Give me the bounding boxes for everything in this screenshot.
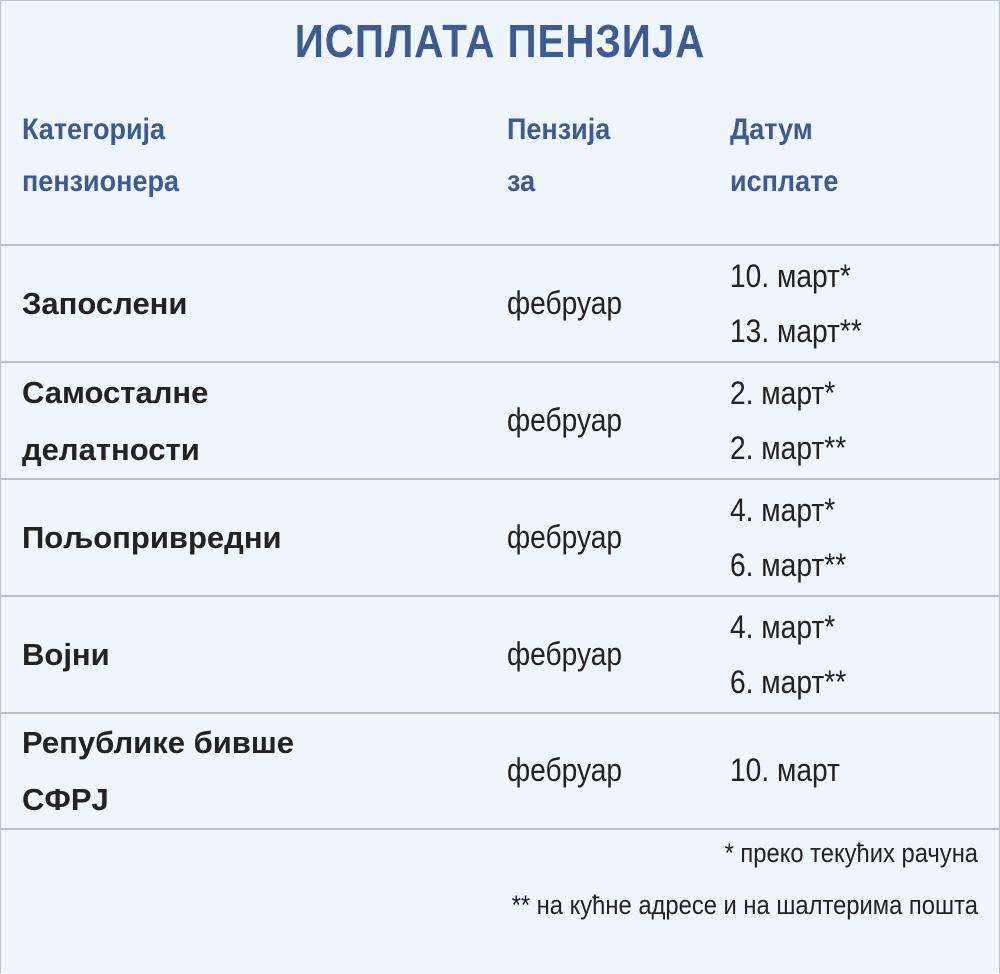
category-text: Запослени xyxy=(22,286,188,321)
category-cell: Самосталне делатности xyxy=(22,362,208,479)
pension-for-cell: фебруар xyxy=(507,636,623,672)
divider xyxy=(0,244,1000,246)
header-date: Датум исплате xyxy=(730,104,838,208)
footnote-2: ** на кућне адресе и на шалтерима пошта xyxy=(511,890,978,920)
date-cell: 4. март* 6. март** xyxy=(730,479,846,596)
divider xyxy=(0,478,1000,480)
date-text: 4. март* xyxy=(730,608,836,645)
category-text: Војни xyxy=(22,637,110,672)
category-text: Самосталне xyxy=(22,374,209,410)
table-row: Пољопривредни фебруар 4. март* 6. март** xyxy=(0,479,1000,596)
header-line: исплате xyxy=(730,165,839,198)
category-cell: Пољопривредни xyxy=(22,479,282,596)
category-cell: Војни xyxy=(22,596,110,713)
category-text: Републике бивше xyxy=(22,724,294,760)
header-line: Пензија xyxy=(507,113,611,146)
category-cell: Запослени xyxy=(22,245,187,362)
divider xyxy=(0,361,1000,363)
table-row: Запослени фебруар 10. март* 13. март** xyxy=(0,245,1000,362)
pension-for-cell: фебруар xyxy=(507,285,623,321)
date-text: 2. март** xyxy=(730,429,847,466)
header-category: Категорија пензионера xyxy=(22,104,179,208)
date-cell: 10. март xyxy=(730,712,840,829)
category-text: делатности xyxy=(22,431,200,467)
date-cell: 10. март* 13. март** xyxy=(730,245,862,362)
date-text: 2. март* xyxy=(730,374,836,411)
date-text: 10. март* xyxy=(730,257,851,294)
table-row: Самосталне делатности фебруар 2. март* 2. … xyxy=(0,362,1000,479)
table-row: Војни фебруар 4. март* 6. март** xyxy=(0,596,1000,713)
header-line: пензионера xyxy=(22,165,179,198)
date-cell: 2. март* 2. март** xyxy=(730,362,846,479)
date-text: 6. март** xyxy=(730,663,847,700)
category-cell: Републике бивше СФРЈ xyxy=(22,712,294,829)
category-text: Пољопривредни xyxy=(22,520,282,555)
category-text: СФРЈ xyxy=(22,781,109,817)
header-line: Категорија xyxy=(22,113,166,146)
page-title: ИСПЛАТА ПЕНЗИЈА xyxy=(294,15,706,67)
pension-for-cell: фебруар xyxy=(507,752,623,788)
header-line: за xyxy=(507,165,536,198)
date-cell: 4. март* 6. март** xyxy=(730,596,846,713)
divider xyxy=(0,712,1000,714)
table-row: Републике бивше СФРЈ фебруар 10. март xyxy=(0,712,1000,829)
date-text: 13. март** xyxy=(730,312,862,349)
date-text: 4. март* xyxy=(730,491,836,528)
date-text: 6. март** xyxy=(730,546,847,583)
pension-for-cell: фебруар xyxy=(507,402,623,438)
pension-for-cell: фебруар xyxy=(507,519,623,555)
divider xyxy=(0,828,1000,830)
header-line: Датум xyxy=(730,113,813,146)
footnote-1: * преко текућих рачуна xyxy=(724,838,978,868)
date-text: 10. март xyxy=(730,752,840,788)
divider xyxy=(0,595,1000,597)
header-pension-for: Пензија за xyxy=(507,104,610,208)
